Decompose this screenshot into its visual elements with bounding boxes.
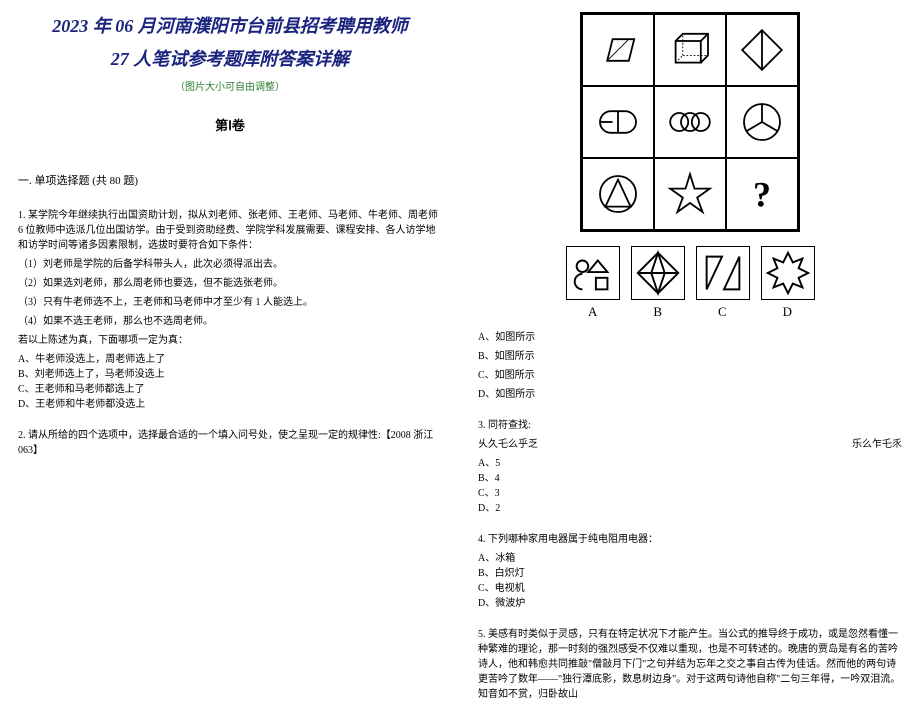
q1-cond2: （2）如果选刘老师，那么周老师也要选，但不能选张老师。 — [18, 276, 442, 291]
volume-label: 第Ⅰ卷 — [18, 115, 442, 134]
q1-cond3: （3）只有牛老师选不上，王老师和马老师中才至少有 1 人能选上。 — [18, 295, 442, 310]
subtitle: （图片大小可自由调整） — [18, 78, 442, 93]
grid-cell-5 — [654, 86, 726, 158]
left-column: 2023 年 06 月河南濮阳市台前县招考聘用教师 27 人笔试参考题库附答案详… — [0, 0, 460, 651]
question-4: 4. 下列哪种家用电器属于纯电阻用电器： A、冰箱 B、白炽灯 C、电视机 D、… — [478, 532, 902, 611]
q1-options: A、牛老师没选上，周老师选上了 B、刘老师选上了，马老师没选上 C、王老师和马老… — [18, 352, 442, 412]
q3-opt-d: D、2 — [478, 501, 902, 516]
q2-opt-c-text: C、如图所示 — [478, 368, 902, 383]
question-1: 1. 某学院今年继续执行出国资助计划，拟从刘老师、张老师、王老师、马老师、牛老师… — [18, 208, 442, 412]
grid-cell-1 — [582, 14, 654, 86]
q4-stem: 4. 下列哪种家用电器属于纯电阻用电器： — [478, 532, 902, 547]
q2-opt-b-text: B、如图所示 — [478, 349, 902, 364]
q3-opt-a: A、5 — [478, 456, 902, 471]
opt-fig-d — [761, 246, 815, 300]
opt-fig-c — [696, 246, 750, 300]
q1-cond4: （4）如果不选王老师，那么也不选周老师。 — [18, 314, 442, 329]
q2-stem: 2. 请从所给的四个选项中，选择最合适的一个填入问号处，使之呈现一定的规律性:【… — [18, 428, 442, 458]
opt-fig-a — [566, 246, 620, 300]
main-title-line1: 2023 年 06 月河南濮阳市台前县招考聘用教师 — [18, 12, 442, 41]
q3-line: 乆久乇么乎乏 乐么乍乇乑 — [478, 437, 902, 452]
q4-opt-d: D、微波炉 — [478, 596, 902, 611]
opt-fig-b — [631, 246, 685, 300]
grid-cell-3 — [726, 14, 798, 86]
opt-label-c: C — [718, 304, 727, 320]
q1-option-b: B、刘老师选上了，马老师没选上 — [18, 367, 442, 382]
q1-option-d: D、王老师和牛老师都没选上 — [18, 397, 442, 412]
q3-right: 乐么乍乇乑 — [852, 437, 902, 452]
q3-left: 乆久乇么乎乏 — [478, 437, 538, 452]
grid-cell-9: ? — [726, 158, 798, 230]
section-heading: 一. 单项选择题 (共 80 题) — [18, 172, 442, 188]
svg-text:?: ? — [753, 175, 771, 215]
q1-option-c: C、王老师和马老师都选上了 — [18, 382, 442, 397]
grid-cell-7 — [582, 158, 654, 230]
grid-cell-6 — [726, 86, 798, 158]
q1-option-a: A、牛老师没选上，周老师选上了 — [18, 352, 442, 367]
right-column: ? A B C D A、如图所示 B、如图所示 C、如图所示 D、如图所示 3.… — [460, 0, 920, 651]
q4-opt-b: B、白炽灯 — [478, 566, 902, 581]
option-labels: A B C D — [560, 304, 820, 320]
q3-stem: 3. 同符查找: — [478, 418, 902, 433]
q3-opt-b: B、4 — [478, 471, 902, 486]
q4-opt-c: C、电视机 — [478, 581, 902, 596]
grid-cell-4 — [582, 86, 654, 158]
question-2: 2. 请从所给的四个选项中，选择最合适的一个填入问号处，使之呈现一定的规律性:【… — [18, 428, 442, 458]
opt-label-b: B — [653, 304, 662, 320]
option-figures — [560, 246, 820, 300]
q5-stem: 5. 美感有时类似于灵感，只有在特定状况下才能产生。当公式的推导终于成功，或是忽… — [478, 627, 902, 702]
opt-label-d: D — [783, 304, 792, 320]
main-title-line2: 27 人笔试参考题库附答案详解 — [18, 45, 442, 74]
question-5: 5. 美感有时类似于灵感，只有在特定状况下才能产生。当公式的推导终于成功，或是忽… — [478, 627, 902, 702]
opt-label-a: A — [588, 304, 597, 320]
figure-grid: ? — [580, 12, 800, 232]
q2-opt-a-text: A、如图所示 — [478, 330, 902, 345]
q3-opt-c: C、3 — [478, 486, 902, 501]
q3-options: A、5 B、4 C、3 D、2 — [478, 456, 902, 516]
q2-options-text: A、如图所示 B、如图所示 C、如图所示 D、如图所示 — [478, 330, 902, 402]
q1-cond5: 若以上陈述为真，下面哪项一定为真： — [18, 333, 442, 348]
grid-cell-2 — [654, 14, 726, 86]
grid-cell-8 — [654, 158, 726, 230]
q2-opt-d-text: D、如图所示 — [478, 387, 902, 402]
q4-options: A、冰箱 B、白炽灯 C、电视机 D、微波炉 — [478, 551, 902, 611]
q1-cond1: （1）刘老师是学院的后备学科带头人，此次必须得派出去。 — [18, 257, 442, 272]
q1-stem: 1. 某学院今年继续执行出国资助计划，拟从刘老师、张老师、王老师、马老师、牛老师… — [18, 208, 442, 253]
question-3: 3. 同符查找: 乆久乇么乎乏 乐么乍乇乑 A、5 B、4 C、3 D、2 — [478, 418, 902, 516]
q4-opt-a: A、冰箱 — [478, 551, 902, 566]
